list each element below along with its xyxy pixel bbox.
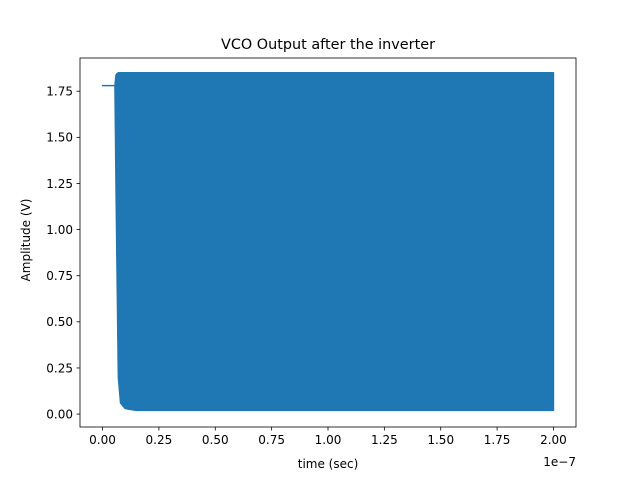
y-tick-label: 1.00 (46, 223, 73, 237)
x-tick-label: 0.00 (89, 433, 116, 447)
x-tick-label: 1.50 (427, 433, 454, 447)
x-tick-label: 0.25 (146, 433, 173, 447)
x-tick-label: 0.50 (202, 433, 229, 447)
x-tick-label: 1.00 (315, 433, 342, 447)
x-axis: 0.00 0.25 0.50 0.75 1.00 1.25 1.50 1.75 2.00 (89, 427, 567, 447)
x-tick-label: 1.75 (484, 433, 511, 447)
plot-marks (101, 72, 555, 412)
y-tick-label: 0.00 (46, 407, 73, 421)
chart-title: VCO Output after the inverter (221, 37, 435, 53)
x-tick-label: 1.25 (371, 433, 398, 447)
y-axis-label: Amplitude (V) (19, 199, 33, 282)
y-tick-label: 1.25 (46, 177, 73, 191)
y-tick-label: 1.75 (46, 85, 73, 99)
x-tick-label: 2.00 (540, 433, 567, 447)
y-tick-label: 0.50 (46, 315, 73, 329)
x-tick-label: 0.75 (258, 433, 285, 447)
x-axis-label: time (sec) (298, 457, 359, 471)
series-line (101, 72, 555, 412)
y-tick-label: 0.25 (46, 361, 73, 375)
y-axis: 0.00 0.25 0.50 0.75 1.00 1.25 1.50 1.75 (46, 85, 80, 421)
x-axis-offset-text: 1e−7 (543, 455, 576, 469)
y-tick-label: 1.50 (46, 131, 73, 145)
y-tick-label: 0.75 (46, 269, 73, 283)
